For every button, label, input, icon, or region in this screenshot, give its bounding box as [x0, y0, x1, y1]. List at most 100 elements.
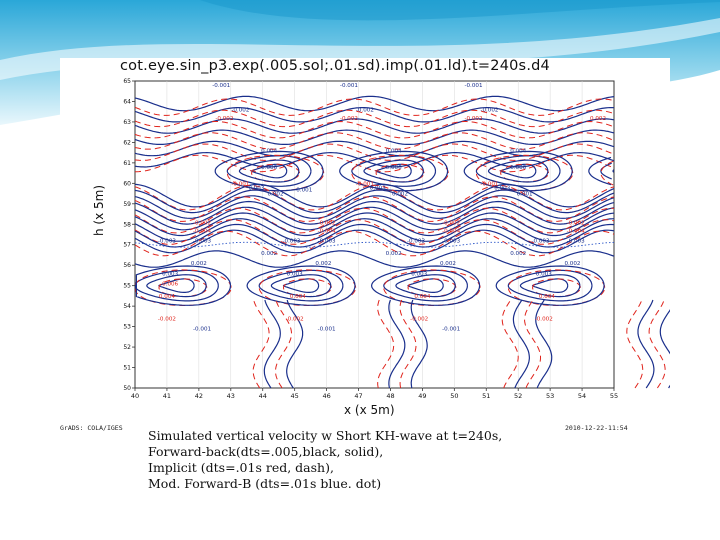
header-swoosh [0, 18, 720, 80]
y-tick-label: 50 [123, 385, 131, 392]
solid-contour [495, 265, 605, 306]
dashed-contour [501, 299, 519, 389]
contour-label: 0.003 [536, 271, 552, 277]
solid-contour [487, 159, 549, 183]
solid-contour [395, 274, 456, 298]
contour-label: 0.002 [564, 261, 580, 267]
x-tick-label: 47 [354, 392, 362, 400]
y-tick-label: 60 [123, 180, 131, 187]
contour-label: 0.003 [494, 185, 510, 191]
solid-contour [383, 269, 468, 302]
contour-label: 0.006 [386, 165, 402, 171]
contour-label: -0.002 [318, 220, 336, 226]
dashed-contour [275, 299, 293, 389]
x-tick-label: 50 [450, 392, 458, 400]
solid-contour [214, 150, 324, 192]
contour-label: -0.002 [567, 220, 585, 226]
contour-label: -0.003 [442, 239, 460, 245]
dashed-contour [134, 184, 615, 211]
contour-label: 0.004 [539, 294, 555, 300]
solid-contour [270, 274, 332, 298]
y-tick-label: 58 [123, 221, 131, 228]
x-tick-label: 54 [578, 392, 586, 400]
dashed-contour [134, 230, 615, 257]
contour-label: 0.002 [590, 116, 606, 122]
contour-lines [134, 95, 670, 389]
contour-label: -0.002 [356, 108, 374, 114]
y-axis-label: h (x 5m) [92, 184, 106, 236]
dashed-contour [134, 219, 615, 245]
y-tick-label: 62 [123, 139, 131, 146]
solid-contour [370, 265, 481, 306]
solid-contour [659, 309, 670, 389]
x-tick-label: 51 [482, 392, 490, 400]
contour-label: 0.004 [386, 149, 402, 155]
solid-contour [134, 151, 615, 168]
solid-contour [339, 150, 449, 192]
x-tick-label: 43 [227, 392, 235, 400]
solid-contour [258, 269, 344, 302]
solid-contour [463, 150, 573, 192]
y-tick-label: 51 [123, 365, 131, 372]
y-tick-label: 55 [123, 283, 131, 290]
contour-label: -0.001 [340, 83, 358, 89]
contour-label: -0.003 [532, 239, 550, 245]
contour-label: -0.002 [193, 220, 211, 226]
contour-label: -0.002 [286, 316, 304, 322]
contour-label: -0.003 [282, 239, 300, 245]
contour-figure: -0.001 -0.001 -0.001 -0.002 -0.002 -0.002 -0.0… [60, 58, 670, 498]
contour-label: 0.002 [315, 261, 331, 267]
contour-label: -0.003 [407, 239, 425, 245]
dashed-contour [351, 154, 449, 192]
plot-timestamp: 2010-12-22-11:54 [565, 424, 628, 432]
x-tick-label: 42 [195, 392, 203, 400]
contour-label: -0.001 [318, 327, 336, 333]
solid-contour [134, 250, 615, 268]
dashed-contour [134, 120, 615, 139]
x-tick-label: 52 [514, 392, 522, 400]
dashed-contour [135, 154, 615, 173]
dashed-contour [383, 269, 481, 307]
y-tick-label: 61 [123, 160, 131, 167]
solid-contour [134, 129, 615, 145]
contour-label: -0.001 [464, 83, 482, 89]
dashed-contour [252, 299, 270, 389]
dashed-contour [134, 109, 615, 128]
contour-label: -0.002 [442, 220, 460, 226]
contour-label: -0.004 [193, 228, 211, 234]
contour-label: 0.001 [296, 188, 312, 194]
dashed-contour [475, 154, 574, 192]
solid-contour [238, 159, 300, 183]
x-tick-label: 48 [386, 392, 394, 400]
contour-label: -0.002 [480, 108, 498, 114]
solid-contour [134, 189, 615, 214]
solid-contour [134, 212, 615, 237]
solid-contour [135, 265, 232, 306]
solid-contour [134, 95, 615, 112]
contour-label: -0.002 [535, 316, 553, 322]
contour-label: -0.003 [318, 239, 336, 245]
contour-label: 0.004 [261, 149, 277, 155]
contour-label: 0.002 [261, 251, 277, 257]
y-tick-label: 57 [123, 242, 131, 249]
contour-label: -0.004 [318, 228, 336, 234]
solid-contour [600, 162, 612, 180]
caption-line: Simulated vertical velocity w Short KH-w… [148, 428, 503, 443]
contour-labels: -0.001 -0.001 -0.001 -0.002 -0.002 -0.002 -0.0… [158, 83, 606, 333]
contour-label: -0.001 [480, 181, 498, 187]
contour-label: -0.003 [158, 239, 176, 245]
contour-label: 0.004 [159, 294, 175, 300]
x-tick-label: 55 [610, 392, 618, 400]
solid-contour [286, 299, 304, 389]
contour-label: 0.004 [414, 294, 430, 300]
solid-contour [134, 200, 615, 225]
dashed-contour [648, 299, 666, 389]
solid-contour [135, 269, 219, 302]
plot-frame [134, 80, 615, 389]
solid-contour [519, 274, 581, 298]
solid-contour [134, 206, 615, 231]
dashed-contour [507, 269, 606, 307]
solid-contour [363, 159, 424, 183]
contour-label: 0.002 [386, 251, 402, 257]
x-tick-label: 53 [546, 392, 554, 400]
